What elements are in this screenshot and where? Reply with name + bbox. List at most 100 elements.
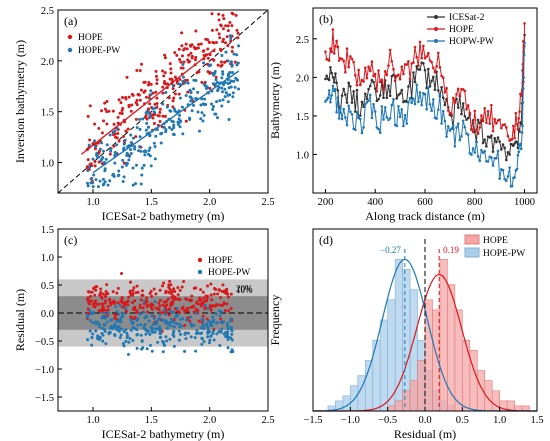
scatter-point-hope-pw [151, 327, 155, 331]
scatter-point-hope-pw [129, 133, 133, 137]
scatter-point-hope [188, 299, 192, 303]
scatter-point-hope [124, 96, 128, 100]
y-axis-label: Bathymetry (m) [268, 62, 282, 139]
scatter-point-hope-pw [125, 331, 129, 335]
scatter-point-hope-pw [152, 141, 156, 145]
scatter-point-hope [184, 42, 188, 46]
scatter-point-hope [163, 53, 167, 57]
line-marker-hopw-pw [413, 102, 417, 106]
line-marker-hopw-pw [475, 140, 478, 144]
scatter-point-hope [220, 303, 224, 307]
scatter-point-hope-pw [142, 300, 146, 304]
line-marker-hope [336, 45, 340, 49]
line-marker-hopw-pw [324, 100, 327, 103]
scatter-point-hope-pw [172, 320, 176, 324]
scatter-point-hope-pw [206, 335, 210, 339]
scatter-point-hope [217, 32, 221, 36]
line-marker-hope [510, 138, 514, 141]
scatter-point-hope-pw [158, 330, 162, 334]
scatter-point-hope-pw [194, 79, 198, 83]
line-marker-hope [352, 60, 355, 64]
scatter-point-hope [154, 74, 158, 78]
scatter-point-hope-pw [175, 306, 179, 310]
scatter-point-hope-pw [207, 64, 211, 68]
scatter-point-hope-pw [156, 327, 160, 331]
line-marker-icesat-2 [388, 94, 392, 98]
line-marker-hope [471, 130, 475, 134]
scatter-point-hope-pw [177, 329, 181, 333]
line-marker-hopw-pw [402, 124, 405, 128]
line-marker-hopw-pw [450, 127, 453, 130]
scatter-point-hope [183, 324, 187, 328]
line-marker-hope [431, 66, 435, 70]
scatter-point-hope [186, 90, 190, 94]
scatter-point-hope [141, 293, 145, 297]
scatter-point-hope-pw [133, 145, 137, 149]
scatter-point-hope-pw [195, 328, 199, 332]
line-marker-icesat-2 [347, 81, 350, 85]
scatter-point-hope [229, 39, 233, 43]
line-marker-icesat-2 [350, 101, 354, 104]
scatter-point-hope-pw [226, 59, 230, 63]
scatter-point-hope-pw [147, 149, 151, 153]
y-tick-label: 1.5 [41, 225, 54, 236]
scatter-point-hope-pw [121, 180, 125, 184]
scatter-point-hope [165, 303, 169, 307]
scatter-point-hope [99, 287, 103, 291]
scatter-point-hope [108, 300, 112, 304]
line-marker-hope [490, 103, 493, 107]
scatter-point-hope-pw [115, 309, 119, 313]
x-tick-label: 800 [467, 197, 483, 208]
scatter-point-hope-pw [215, 80, 219, 84]
scatter-point-hope-pw [113, 322, 117, 326]
line-marker-hopw-pw [418, 91, 422, 94]
scatter-point-hope-pw [128, 337, 132, 341]
line-marker-hopw-pw [460, 134, 463, 138]
scatter-point-hope-pw [150, 349, 154, 353]
scatter-point-hope [86, 300, 90, 304]
scatter-point-hope [233, 60, 237, 64]
scatter-point-hope [131, 293, 135, 297]
scatter-point-hope [149, 289, 153, 293]
scatter-point-hope-pw [89, 177, 93, 181]
scatter-point-hope [180, 285, 184, 289]
scatter-point-hope-pw [161, 350, 165, 354]
scatter-point-hope-pw [211, 329, 215, 333]
scatter-point-hope [208, 304, 212, 308]
line-marker-hope [518, 110, 521, 113]
x-tick-label: 1.0 [86, 415, 99, 426]
line-marker-hope [412, 61, 415, 64]
line-marker-icesat-2 [360, 100, 364, 104]
scatter-point-hope [219, 295, 223, 299]
scatter-point-hope [158, 110, 162, 114]
scatter-point-hope-pw [198, 129, 202, 133]
line-marker-hope [337, 59, 341, 62]
scatter-point-hope-pw [223, 87, 227, 91]
scatter-point-hope-pw [160, 131, 164, 135]
line-marker-hopw-pw [407, 100, 410, 104]
line-marker-icesat-2 [377, 97, 380, 101]
line-marker-hope [450, 112, 453, 116]
scatter-point-hope [171, 87, 175, 91]
scatter-point-hope-pw [171, 84, 175, 88]
line-marker-hope [385, 73, 389, 77]
scatter-point-hope-pw [224, 91, 228, 95]
line-marker-hopw-pw [354, 128, 357, 132]
line-marker-hope [455, 92, 458, 96]
scatter-point-hope-pw [168, 125, 172, 129]
scatter-point-hope [116, 301, 120, 305]
scatter-point-hope-pw [128, 154, 132, 158]
scatter-point-hope [131, 93, 135, 97]
scatter-point-hope [178, 77, 182, 81]
x-tick-label: 1.0 [493, 415, 506, 426]
scatter-point-hope [140, 62, 144, 66]
line-marker-hope [436, 51, 440, 55]
scatter-point-hope [183, 308, 187, 312]
line-marker-hopw-pw [508, 166, 511, 169]
scatter-point-hope [166, 297, 170, 301]
legend-marker [197, 257, 203, 263]
line-marker-hope [368, 69, 372, 73]
scatter-point-hope [214, 287, 218, 291]
scatter-point-hope [210, 28, 214, 32]
scatter-point-hope [186, 309, 190, 313]
